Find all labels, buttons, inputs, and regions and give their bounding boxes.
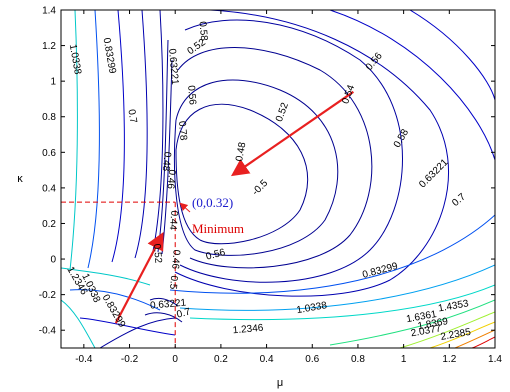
contour-label: 1.8369 xyxy=(417,316,449,332)
contour-label: 0.7 xyxy=(125,109,138,125)
contour-label: 0.63221 xyxy=(150,298,187,312)
x-axis-ticks: -0.4 -0.2 0 0.2 0.4 0.6 0.8 1 1.2 1.4 xyxy=(75,10,502,365)
contour-lines xyxy=(61,10,495,348)
y-tick-label: 1.4 xyxy=(42,6,56,17)
y-tick-label: 0.4 xyxy=(42,183,56,194)
x-tick-label: 1.2 xyxy=(442,354,456,365)
path-arrow xyxy=(230,90,355,177)
contour-label: 0.46 xyxy=(164,169,177,190)
x-tick-label: -0.4 xyxy=(75,354,93,365)
minimum-caption: Minimum xyxy=(192,221,244,236)
x-tick-label: 0.4 xyxy=(260,354,274,365)
minimum-reference-lines xyxy=(61,201,176,348)
contour-label: 0.52 xyxy=(151,243,164,264)
contour-label: 0.58 xyxy=(196,21,209,42)
x-tick-label: 0.8 xyxy=(351,354,365,365)
minimum-annotation: (0,0.32) Minimum xyxy=(179,195,244,236)
y-tick-label: 1.2 xyxy=(42,41,56,52)
plot-frame xyxy=(60,9,496,349)
x-tick-label: 1.4 xyxy=(488,354,502,365)
y-tick-label: 0.6 xyxy=(42,148,56,159)
y-axis-ticks: -0.4 -0.2 0 0.2 0.4 0.6 0.8 1 1.2 1.4 xyxy=(39,6,495,337)
contour-label: 1.4353 xyxy=(437,298,469,314)
contour-label: 0.48 xyxy=(160,151,173,172)
x-tick-label: 0 xyxy=(172,354,178,365)
contour-label: 0.63221 xyxy=(166,48,180,85)
y-tick-label: 0 xyxy=(50,255,56,266)
y-tick-label: -0.2 xyxy=(39,290,57,301)
contour-label: 0.56 xyxy=(205,247,227,263)
contour-label: 1.0338 xyxy=(296,300,328,316)
x-axis-label: μ xyxy=(277,377,283,389)
y-tick-label: 0.2 xyxy=(42,219,56,230)
y-axis-label: κ xyxy=(17,173,23,185)
contour-label: 0.44 xyxy=(167,210,180,231)
x-tick-label: -0.2 xyxy=(121,354,139,365)
minimum-pointer-arrow xyxy=(179,202,191,213)
contour-label: 2.2385 xyxy=(440,327,472,343)
contour-label: 0.48 xyxy=(234,141,248,163)
x-tick-label: 0.2 xyxy=(214,354,228,365)
contour-label: 0.5 xyxy=(167,275,179,290)
contour-label: 1.2346 xyxy=(232,323,264,337)
contour-label: 1.0338 xyxy=(67,43,83,75)
contour-label: 0.78 xyxy=(176,121,189,142)
path-arrow xyxy=(114,232,164,324)
contour-label: 0.46 xyxy=(169,249,182,270)
y-tick-label: 1 xyxy=(50,77,56,88)
y-tick-label: -0.4 xyxy=(39,326,57,337)
minimum-point-label: (0,0.32) xyxy=(192,195,233,210)
x-tick-label: 1 xyxy=(401,354,407,365)
contour-label: 2.0377 xyxy=(410,323,442,339)
x-tick-label: 0.6 xyxy=(305,354,319,365)
contour-label: 1.6361 xyxy=(405,309,437,325)
contour-label: 0.7 xyxy=(176,306,193,320)
arrows xyxy=(114,90,355,324)
y-tick-label: 0.8 xyxy=(42,112,56,123)
contour-label: 0.56 xyxy=(185,85,198,106)
